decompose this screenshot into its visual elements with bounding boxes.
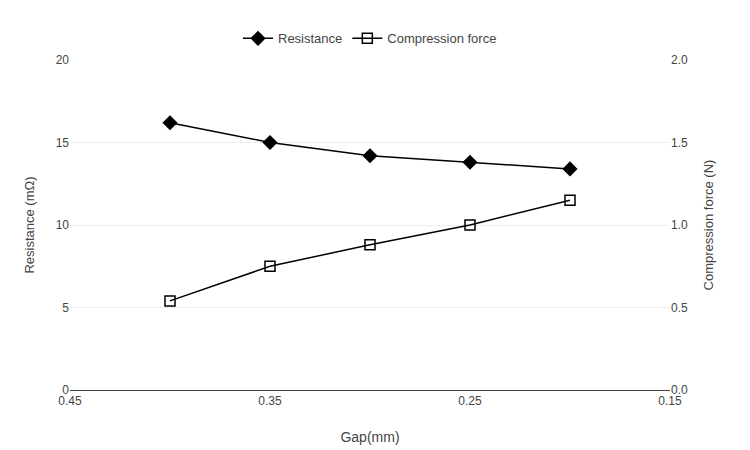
- svg-text:20: 20: [56, 53, 70, 67]
- svg-text:5: 5: [62, 301, 69, 315]
- svg-text:Compression force (N): Compression force (N): [701, 160, 716, 291]
- svg-text:0.25: 0.25: [458, 394, 482, 408]
- svg-text:0.45: 0.45: [58, 394, 82, 408]
- svg-text:0: 0: [62, 383, 69, 397]
- svg-text:15: 15: [56, 136, 70, 150]
- svg-text:Gap(mm): Gap(mm): [340, 429, 399, 445]
- svg-text:Compression force: Compression force: [387, 31, 496, 46]
- svg-text:1.0: 1.0: [671, 218, 688, 232]
- svg-text:Resistance (mΩ): Resistance (mΩ): [22, 176, 37, 273]
- svg-text:0.35: 0.35: [258, 394, 282, 408]
- svg-text:0.0: 0.0: [671, 383, 688, 397]
- svg-text:2.0: 2.0: [671, 53, 688, 67]
- svg-text:0.5: 0.5: [671, 301, 688, 315]
- svg-text:10: 10: [56, 218, 70, 232]
- svg-text:1.5: 1.5: [671, 136, 688, 150]
- svg-text:0.15: 0.15: [658, 394, 682, 408]
- svg-text:Resistance: Resistance: [278, 31, 342, 46]
